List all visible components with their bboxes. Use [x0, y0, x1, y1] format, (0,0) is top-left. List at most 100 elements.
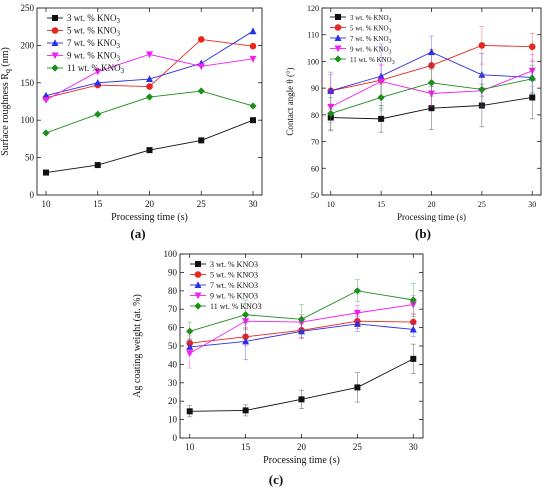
y-tick-label-a: 100 — [21, 115, 35, 125]
y-tick-label-c: 30 — [168, 378, 178, 388]
data-point — [146, 75, 153, 83]
data-point — [186, 408, 193, 415]
legend-marker — [194, 271, 202, 278]
data-point — [197, 63, 205, 71]
x-tick-label-a: 20 — [145, 199, 155, 209]
y-axis-label-sub: q — [3, 69, 12, 73]
series-a-3: 9 wt. % KNO3 — [42, 51, 257, 104]
data-point — [242, 337, 250, 345]
legend-label: 5 wt. % KNO3 — [350, 25, 392, 35]
data-point — [353, 320, 361, 327]
y-tick-label-b: 120 — [307, 4, 319, 13]
legend-label: 7 wt. % KNO3 — [67, 38, 121, 50]
plot-frame-a — [36, 7, 263, 196]
data-point — [146, 51, 153, 59]
y-tick-label-c: 40 — [168, 359, 178, 369]
legend-label-text: 5 wt. % KNO — [350, 25, 389, 33]
data-point — [186, 327, 194, 335]
data-point — [428, 105, 435, 112]
y-axis-label-text: Contact angle θ (°) — [285, 67, 295, 135]
series-c-0: 3 wt. % KNO3 — [186, 260, 417, 418]
legend-label: 9 wt. % KNO3 — [210, 292, 258, 301]
legend-label-sub: 3 — [389, 29, 392, 35]
data-point — [478, 42, 486, 49]
legend-label: 11 wt. % KNO3 — [210, 302, 262, 311]
data-point — [409, 296, 417, 304]
data-point — [528, 43, 536, 51]
legend-marker — [51, 39, 59, 46]
legend-label-sub: 3 — [117, 17, 121, 25]
legend-label: 3 wt. % KNO3 — [210, 260, 258, 269]
data-point — [298, 396, 305, 403]
legend-label-text: 7 wt. % KNO — [350, 35, 389, 43]
series-a-2: 7 wt. % KNO3 — [42, 27, 257, 99]
x-tick-label-c: 20 — [297, 442, 307, 452]
series-line — [45, 119, 254, 174]
y-tick-label-c: 50 — [168, 341, 178, 351]
legend-marker — [51, 27, 59, 34]
legend-label-text: 5 wt. % KNO — [67, 26, 117, 36]
chart-panel-b: 10 15 20 25 30 50 60 70 80 90 100 110 120 Processing … — [285, 4, 542, 222]
x-tick-label-c: 25 — [353, 442, 363, 452]
legend-marker — [195, 261, 201, 267]
y-tick-label-b: 90 — [311, 84, 319, 93]
legend-label: 9 wt. % KNO3 — [350, 46, 392, 56]
data-point — [42, 97, 50, 104]
y-tick-label-c: 70 — [168, 304, 178, 314]
legend-label-text: 11 wt. % KNO3 — [210, 302, 262, 311]
chart-panel-c: 10 15 20 25 30 0 10 20 30 40 50 60 70 80 90 100 Processi… — [132, 249, 424, 466]
x-tick-label-c: 10 — [185, 442, 195, 452]
data-point — [327, 109, 335, 118]
y-tick-label-c: 80 — [168, 286, 178, 296]
legend-label-text: 3 wt. % KNO3 — [210, 260, 258, 269]
legend-label-sub: 3 — [117, 30, 121, 38]
data-point — [186, 350, 194, 358]
x-tick-label-a: 30 — [249, 199, 259, 209]
data-point — [197, 36, 205, 43]
legend-label: 3 wt. % KNO3 — [350, 14, 392, 24]
data-point — [249, 42, 257, 50]
y-axis-label-text: Ag coating weight (at. %) — [132, 294, 143, 398]
legend-label: 7 wt. % KNO3 — [210, 281, 258, 290]
legend-marker — [335, 14, 341, 20]
data-point — [242, 407, 249, 414]
x-axis-label-b: Processing time (s) — [397, 212, 466, 222]
legend-label-sub: 3 — [389, 50, 392, 56]
legend-label: 5 wt. % KNO3 — [210, 271, 258, 280]
data-point — [42, 129, 50, 137]
legend-marker — [334, 24, 342, 31]
y-tick-label-c: 20 — [168, 396, 178, 406]
x-tick-label-a: 25 — [197, 199, 207, 209]
legend-label-sub: 3 — [121, 67, 125, 75]
data-point — [528, 75, 536, 83]
legend-label-text: 7 wt. % KNO3 — [210, 281, 258, 290]
legend-label-text: 7 wt. % KNO — [67, 38, 117, 48]
legend-marker — [334, 55, 342, 63]
series-c-4: 11 wt. % KNO3 — [186, 279, 417, 341]
data-point — [145, 93, 154, 101]
data-point — [428, 48, 435, 56]
x-axis-label-c: Processing time (s) — [263, 455, 340, 466]
x-tick-label-b: 30 — [528, 200, 536, 209]
x-tick-label-b: 10 — [327, 200, 335, 209]
data-point — [250, 117, 256, 124]
data-point — [249, 55, 257, 63]
legend-marker — [51, 64, 59, 72]
data-point — [478, 85, 486, 94]
data-point — [377, 78, 385, 86]
x-tick-label-c: 15 — [241, 442, 251, 452]
legend-label-text: 9 wt. % KNO — [350, 46, 389, 54]
data-point — [409, 325, 417, 333]
y-axis-label-b: Contact angle θ (°) — [285, 67, 295, 135]
data-point — [198, 137, 205, 144]
y-tick-label-c: 10 — [168, 415, 178, 425]
panel-label-b: (b) — [415, 226, 431, 241]
legend-marker — [194, 302, 202, 310]
legend-label-text: 3 wt. % KNO — [67, 13, 117, 23]
legend-label: 9 wt. % KNO3 — [67, 51, 121, 63]
legend-label-sub: 3 — [392, 60, 395, 66]
series-a-4: 11 wt. % KNO3 — [42, 63, 257, 137]
x-tick-label-a: 10 — [42, 199, 52, 209]
y-tick-label-a: 200 — [21, 40, 35, 50]
